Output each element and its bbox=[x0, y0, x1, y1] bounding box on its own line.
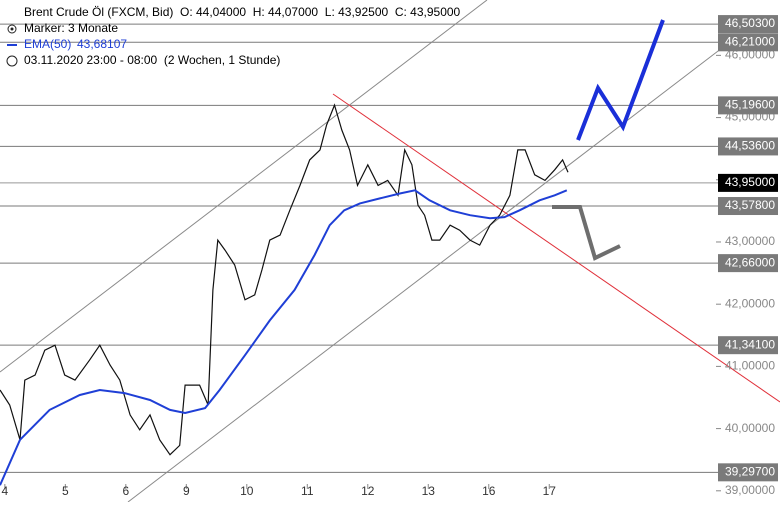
x-tick-label: 5 bbox=[62, 484, 69, 498]
level-label: 41,34100 bbox=[725, 337, 775, 351]
marker-icon bbox=[7, 24, 17, 34]
level-label: 43,57800 bbox=[725, 198, 775, 212]
projection-down bbox=[552, 205, 621, 261]
level-label: 46,50300 bbox=[725, 16, 775, 30]
x-tick-label: 9 bbox=[183, 484, 190, 498]
clock-icon bbox=[6, 55, 18, 67]
ema-line bbox=[0, 189, 568, 486]
x-tick-label: 11 bbox=[301, 484, 314, 498]
ema-value: 43,68107 bbox=[77, 37, 127, 51]
price-line bbox=[0, 103, 569, 456]
level-label: 46,21000 bbox=[725, 34, 775, 48]
ohlc: O: 44,04000 H: 44,07000 L: 43,92500 C: 4… bbox=[180, 5, 461, 19]
y-tick-label: 41,00000 bbox=[725, 359, 775, 373]
y-tick-label: 42,00000 bbox=[725, 296, 775, 310]
level-label-box bbox=[718, 197, 778, 216]
x-tick-label: 12 bbox=[361, 484, 375, 498]
y-tick-label: 39,00000 bbox=[725, 483, 775, 497]
projection-up bbox=[576, 19, 665, 141]
marker: Marker: 3 Monate bbox=[24, 21, 118, 35]
channel-lower bbox=[127, 47, 723, 503]
x-tick-label: 17 bbox=[543, 484, 557, 498]
x-tick-label: 16 bbox=[482, 484, 496, 498]
instrument: Brent Crude Öl (FXCM, Bid) bbox=[24, 5, 173, 19]
level-label: 43,95000 bbox=[725, 175, 775, 189]
ema-name: EMA(50) bbox=[24, 37, 71, 51]
resistance-line bbox=[332, 93, 780, 403]
marker-icon-dot bbox=[10, 27, 14, 31]
level-label: 45,19600 bbox=[725, 98, 775, 112]
y-tick-label: 40,00000 bbox=[725, 421, 775, 435]
level-label-box bbox=[718, 254, 778, 273]
header: Brent Crude Öl (FXCM, Bid) O: 44,04000 H… bbox=[6, 5, 461, 67]
level-label-box bbox=[718, 173, 778, 192]
level-label-box bbox=[718, 137, 778, 156]
x-tick-label: 4 bbox=[1, 484, 8, 498]
y-tick-label: 43,00000 bbox=[725, 234, 775, 248]
x-tick-label: 6 bbox=[122, 484, 129, 498]
channel-upper bbox=[0, 0, 488, 373]
level-label: 39,29700 bbox=[725, 464, 775, 478]
level-label-box bbox=[718, 463, 778, 482]
level-label-box bbox=[718, 33, 778, 52]
level-label-box bbox=[718, 15, 778, 34]
period: 03.11.2020 23:00 - 08:00 (2 Wochen, 1 St… bbox=[24, 53, 280, 67]
level-label-box bbox=[718, 336, 778, 355]
level-label: 44,53600 bbox=[725, 139, 775, 153]
x-tick-label: 10 bbox=[240, 484, 254, 498]
x-tick-label: 13 bbox=[422, 484, 436, 498]
level-label: 42,66000 bbox=[725, 255, 775, 269]
level-label-box bbox=[718, 96, 778, 115]
